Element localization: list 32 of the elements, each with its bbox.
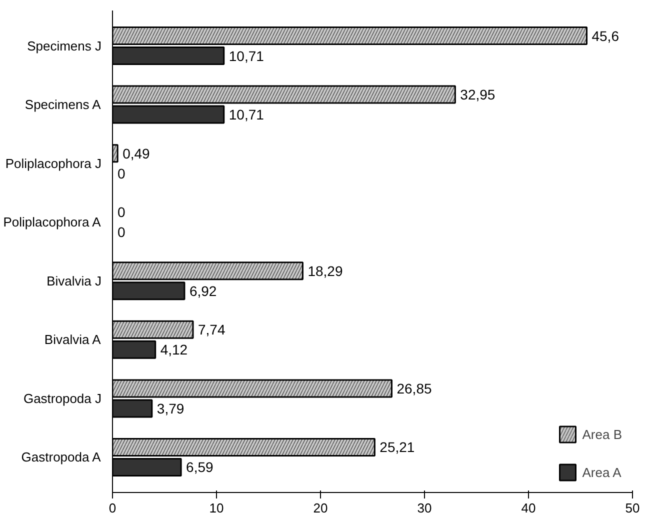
data-label: 6,59 — [186, 459, 214, 476]
y-tick-label: Specimens J — [27, 38, 102, 54]
data-label: 0 — [118, 204, 126, 220]
data-label: 3,79 — [156, 400, 184, 416]
y-tick-label: Bivalvia A — [44, 332, 102, 348]
y-tick-label: Gastropoda A — [21, 450, 102, 465]
x-tick-label: 50 — [625, 500, 640, 515]
x-tick-label: 30 — [417, 500, 432, 515]
x-tick-label: 10 — [209, 500, 224, 515]
data-label: 26,85 — [396, 380, 432, 396]
data-label: 7,74 — [198, 322, 226, 338]
y-tick-label: Gastropoda J — [23, 390, 102, 406]
y-tick-label: Poliplacophora J — [5, 156, 102, 171]
data-label: 0 — [118, 165, 126, 182]
data-label: 4,12 — [160, 342, 188, 358]
data-label: 10,71 — [228, 48, 264, 64]
data-label: 18,29 — [308, 262, 343, 279]
y-tick-label: Specimens A — [24, 97, 102, 112]
data-label: 32,95 — [460, 86, 496, 103]
data-label: 10,71 — [228, 106, 264, 123]
x-tick-label: 0 — [108, 500, 116, 515]
data-label: 0,49 — [122, 145, 150, 162]
x-tick-label: 20 — [313, 500, 328, 515]
data-label: 6,92 — [189, 282, 217, 299]
legend-label: Area B — [582, 426, 622, 442]
y-tick-label: Poliplacophora A — [3, 214, 102, 230]
y-tick-label: Bivalvia J — [46, 273, 102, 288]
x-tick-label: 40 — [521, 500, 536, 515]
legend-label: Area A — [582, 464, 622, 480]
data-label: 0 — [118, 224, 126, 240]
data-label: 45,6 — [592, 28, 620, 44]
data-label: 25,21 — [380, 439, 415, 456]
